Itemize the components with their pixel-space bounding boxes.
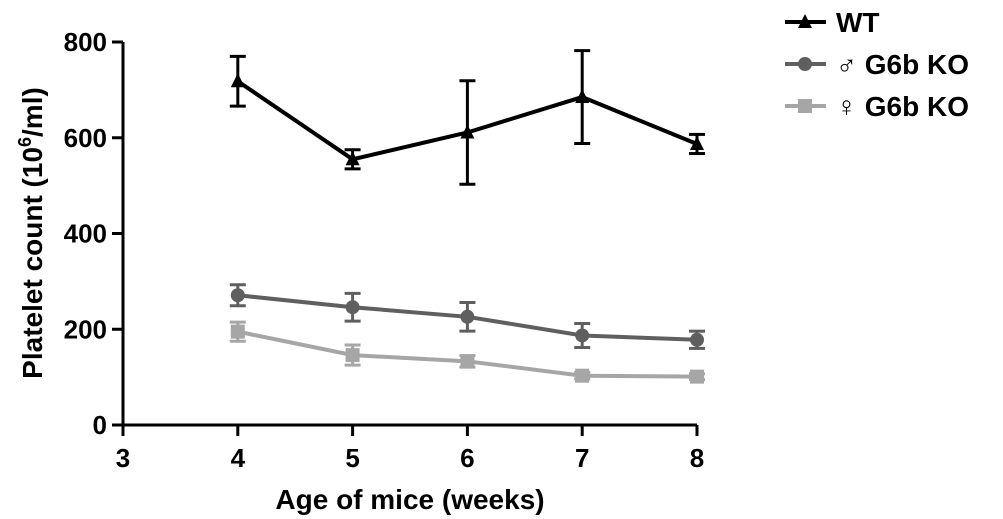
data-point-square: [798, 99, 812, 113]
data-point-triangle: [690, 135, 704, 150]
data-point-circle: [460, 309, 475, 324]
data-point-triangle: [460, 124, 475, 139]
x-tick-label: 5: [345, 443, 359, 473]
y-tick-label: 800: [64, 27, 107, 57]
data-point-square: [690, 369, 704, 384]
data-point-square: [575, 368, 590, 383]
data-point-circle: [230, 288, 245, 303]
legend-label: ♀ G6b KO: [836, 91, 969, 122]
data-point-triangle: [575, 89, 590, 104]
series: [229, 320, 705, 384]
x-tick-label: 3: [116, 443, 130, 473]
y-tick-label: 600: [64, 123, 107, 153]
data-point-square: [345, 348, 360, 363]
data-point-circle: [345, 300, 360, 315]
legend-label: ♂ G6b KO: [836, 49, 969, 80]
y-axis-title: Platelet count (106/ml): [15, 87, 48, 379]
series-layer: [229, 49, 705, 384]
data-point-square: [460, 354, 475, 369]
x-axis-title: Age of mice (weeks): [275, 484, 544, 515]
legend: WT ♂ G6b KO ♀ G6b KO: [785, 7, 969, 122]
legend-item: ♀ G6b KO: [785, 91, 969, 122]
y-tick-label: 0: [93, 410, 107, 440]
y-axis-title-main: Platelet count (10: [17, 147, 48, 379]
x-tick-label: 4: [231, 443, 246, 473]
data-point-triangle: [798, 14, 812, 28]
data-point-triangle: [230, 73, 245, 88]
y-tick-label: 400: [64, 219, 107, 249]
axes: 0 200 400 600 800 3 4 5 6 7 8: [64, 27, 705, 473]
data-point-circle: [798, 57, 812, 71]
x-tick-label: 8: [690, 443, 704, 473]
series: [229, 283, 705, 350]
legend-label: WT: [836, 7, 880, 38]
series: [229, 49, 705, 186]
data-point-triangle: [345, 151, 360, 166]
data-point-circle: [690, 332, 704, 347]
x-tick-label: 6: [460, 443, 474, 473]
y-tick-label: 200: [64, 314, 107, 344]
legend-item: WT: [785, 7, 880, 38]
y-axis-title-superscript: 6: [15, 137, 35, 147]
data-point-square: [230, 324, 245, 339]
legend-item: ♂ G6b KO: [785, 49, 969, 80]
x-tick-label: 7: [575, 443, 589, 473]
y-axis-title-end: /ml): [17, 87, 48, 137]
data-point-circle: [575, 328, 590, 343]
